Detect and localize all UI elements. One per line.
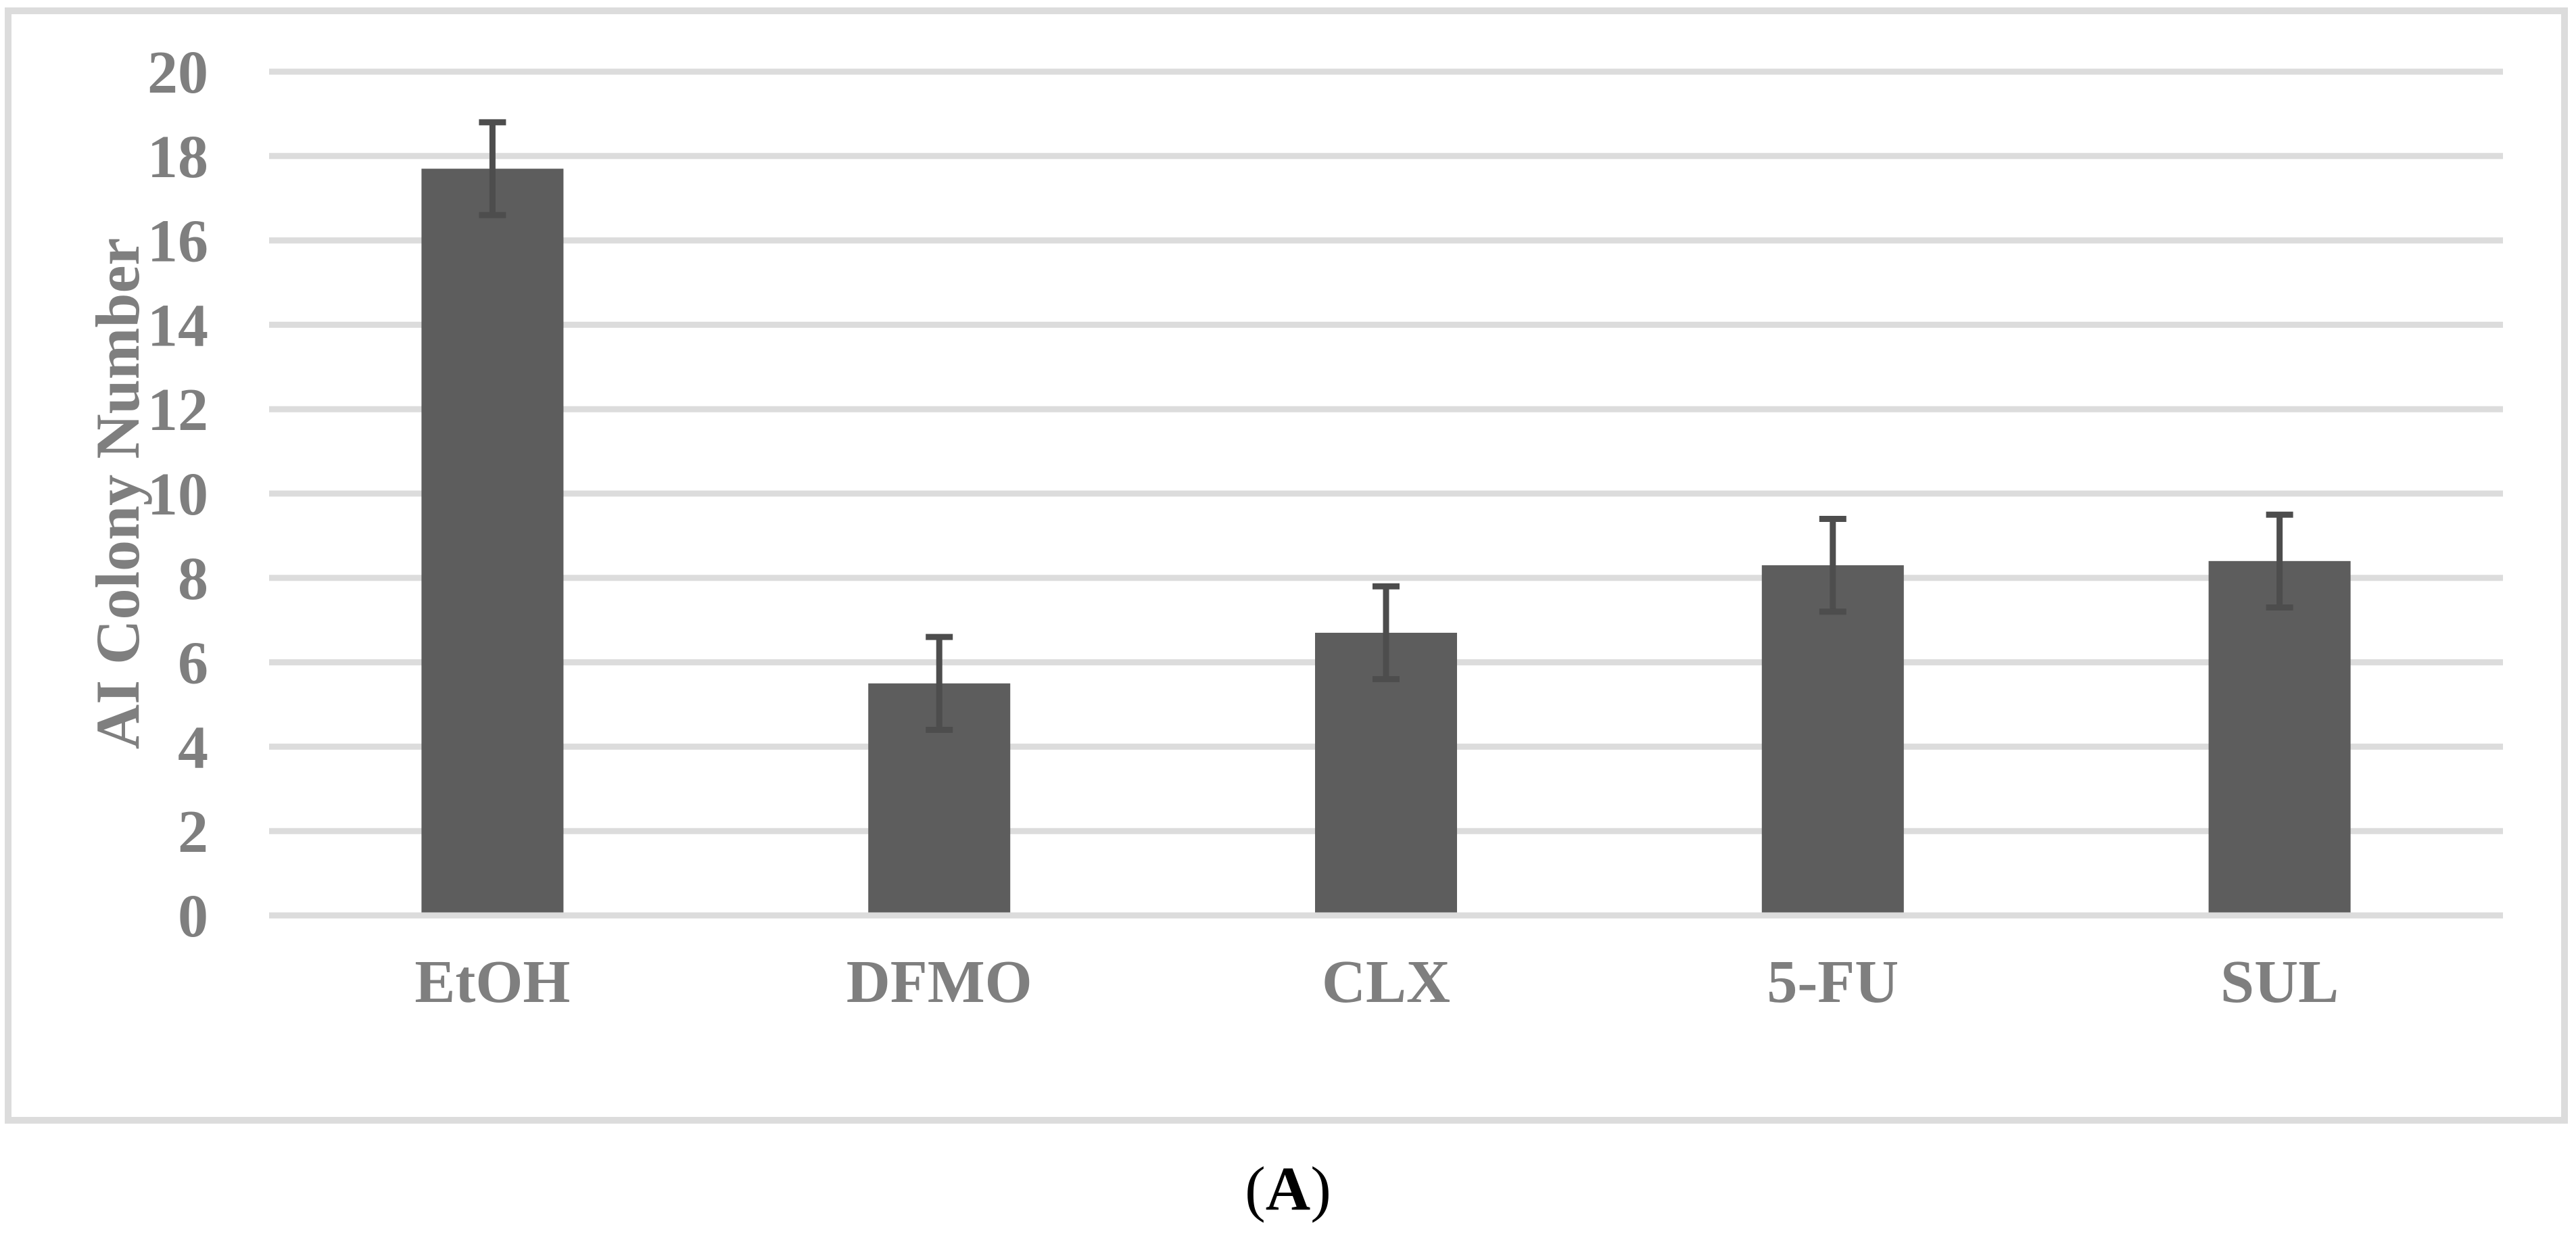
y-tick-label-10: 10 [147, 461, 208, 528]
category-label-dfmo: DFMO [846, 949, 1032, 1015]
y-tick-label-2: 2 [178, 798, 208, 865]
bar-sul [2208, 560, 2351, 913]
panel-label: (A) [0, 1157, 2576, 1220]
category-label-sul: SUL [2220, 949, 2339, 1015]
y-tick-label-20: 20 [147, 39, 208, 106]
y-tick-label-6: 6 [178, 630, 208, 697]
panel-label-open-paren: ( [1245, 1154, 1266, 1223]
y-tick-label-4: 4 [178, 714, 208, 781]
category-label-clx: CLX [1322, 949, 1450, 1015]
y-axis-title: AI Colony Number [83, 238, 152, 749]
y-tick-label-0: 0 [178, 883, 208, 950]
bar-5-fu [1761, 565, 1904, 913]
bar-etoh [421, 168, 564, 913]
y-tick-label-14: 14 [147, 292, 208, 359]
y-tick-label-12: 12 [147, 377, 208, 444]
category-label-etoh: EtOH [414, 949, 570, 1015]
panel-label-close-paren: ) [1310, 1154, 1331, 1223]
y-tick-label-18: 18 [147, 124, 208, 191]
category-label-5-fu: 5-FU [1767, 949, 1899, 1015]
y-tick-label-16: 16 [147, 208, 208, 275]
y-tick-label-8: 8 [178, 546, 208, 613]
panel-label-letter: A [1265, 1154, 1311, 1223]
